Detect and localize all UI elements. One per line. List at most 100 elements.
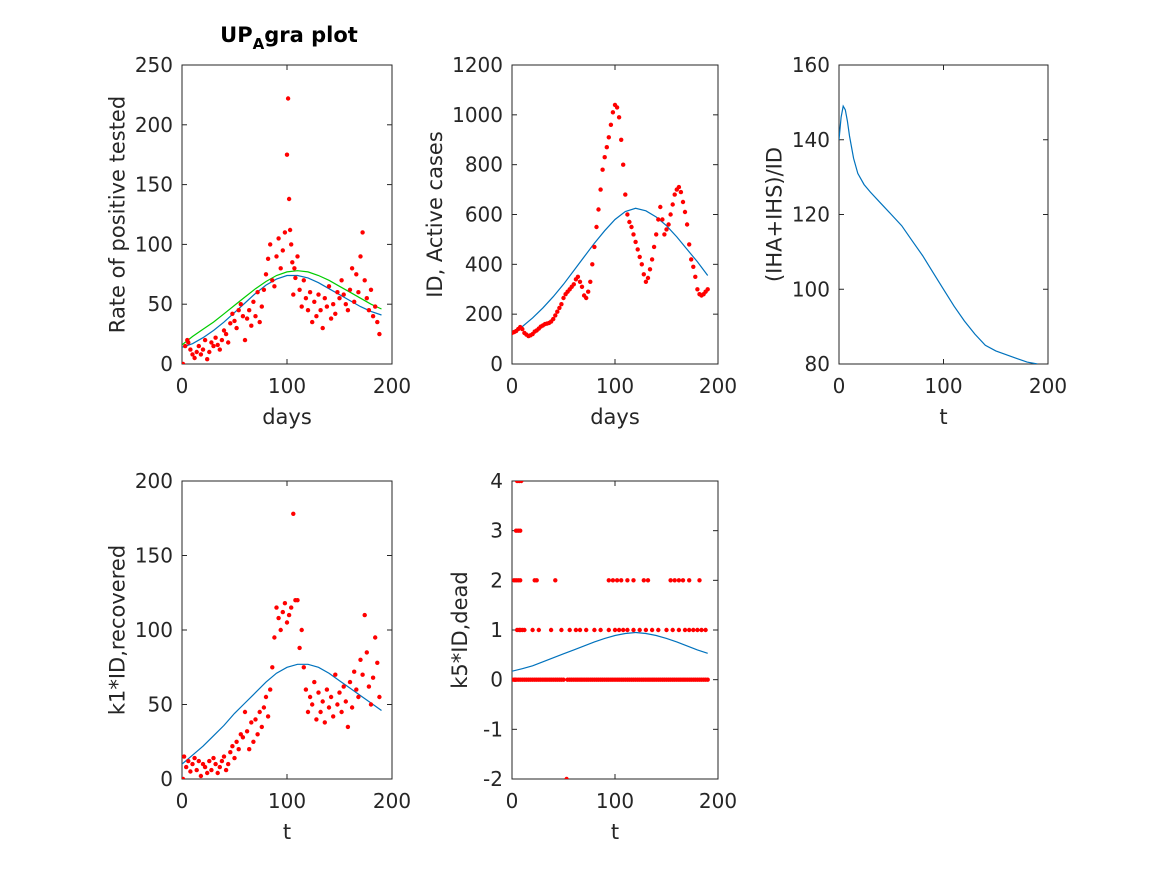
data-point (658, 204, 663, 210)
data-point (307, 694, 313, 700)
data-point (268, 242, 273, 247)
data-point (660, 217, 665, 222)
y-tick-label: 100 (135, 618, 173, 642)
data-point (641, 578, 646, 583)
y-axis-label: (IHA+IHS)/ID (763, 147, 787, 282)
data-point (289, 242, 294, 247)
data-point (557, 305, 562, 311)
subplot-p3: 0 100 200 80 100 120 140 160 t (IHA+IHS)/ID (763, 53, 1068, 429)
data-point (293, 275, 298, 281)
data-point (349, 705, 355, 710)
data-point (249, 323, 254, 328)
data-point (339, 278, 344, 283)
data-point (217, 347, 222, 352)
data-point (623, 192, 628, 197)
data-point (639, 262, 644, 267)
data-point (358, 254, 363, 259)
data-point (614, 578, 620, 583)
data-point (242, 709, 248, 715)
y-tick-label: 150 (135, 544, 173, 568)
data-point (610, 110, 616, 115)
data-point (188, 769, 193, 774)
x-axis-label: t (939, 405, 947, 429)
y-tick-label: 100 (135, 232, 173, 256)
data-point (548, 627, 554, 633)
data-point (705, 677, 710, 682)
y-tick-label: 3 (490, 519, 503, 543)
data-point (559, 627, 564, 633)
data-point (676, 627, 682, 633)
data-point (297, 645, 302, 651)
data-point (186, 340, 191, 345)
y-axis-label: Rate of positive tested (106, 96, 130, 333)
data-point (629, 224, 634, 230)
data-point (590, 262, 595, 267)
x-tick-label: 0 (506, 374, 519, 398)
fit-line-series (182, 270, 382, 346)
y-tick-label: 0 (160, 767, 173, 791)
data-point (370, 675, 376, 680)
data-point (307, 290, 313, 295)
data-point (314, 314, 319, 319)
data-point (301, 665, 306, 670)
data-point (242, 337, 248, 343)
data-point (625, 627, 630, 633)
data-point (631, 627, 636, 633)
data-point (192, 355, 197, 361)
data-point (354, 687, 359, 692)
title-rest: gra plot (264, 23, 358, 47)
data-point (600, 167, 605, 172)
data-point (687, 578, 692, 583)
data-layer (512, 102, 710, 339)
data-point (588, 279, 593, 284)
data-point (536, 627, 541, 633)
y-axis-label: ID, Active cases (423, 131, 447, 298)
data-point (286, 196, 292, 202)
data-point (649, 257, 655, 262)
data-point (656, 627, 661, 633)
data-point (577, 627, 583, 633)
data-point (276, 236, 281, 241)
fit-line-series (182, 663, 382, 765)
data-point (285, 96, 291, 101)
data-point (184, 764, 189, 770)
data-point (596, 207, 601, 212)
y-axis-label: k1*ID,recovered (106, 545, 130, 715)
data-layer (839, 104, 1038, 364)
data-point (200, 347, 206, 352)
data-point (670, 202, 675, 207)
data-point (705, 287, 710, 292)
data-point (240, 314, 246, 319)
data-point (606, 578, 611, 583)
data-point (662, 232, 667, 237)
axes-frame (511, 64, 719, 365)
data-point (310, 702, 315, 707)
data-point (205, 770, 210, 776)
x-tick-label: 100 (268, 374, 306, 398)
data-point (209, 340, 214, 345)
data-point (610, 578, 616, 583)
data-point (553, 578, 558, 583)
data-point (343, 302, 348, 307)
data-point (366, 684, 372, 689)
y-tick-label: 1 (490, 618, 503, 642)
data-point (228, 321, 233, 326)
data-point (364, 650, 369, 655)
data-point (324, 687, 330, 692)
subplot-p4: 0 100 200 0 50 100 150 200 t k1*ID,recovered (106, 469, 412, 844)
data-point (619, 137, 624, 142)
data-point (198, 352, 204, 357)
data-point (182, 754, 187, 759)
x-tick-label: 100 (596, 374, 634, 398)
data-point (274, 605, 279, 610)
data-point (295, 598, 300, 603)
data-point (341, 292, 346, 297)
data-point (194, 767, 199, 773)
data-point (221, 754, 227, 759)
data-point (209, 767, 214, 773)
data-point (247, 308, 252, 313)
data-point (263, 272, 269, 277)
data-point (322, 720, 327, 725)
data-point (251, 299, 256, 304)
